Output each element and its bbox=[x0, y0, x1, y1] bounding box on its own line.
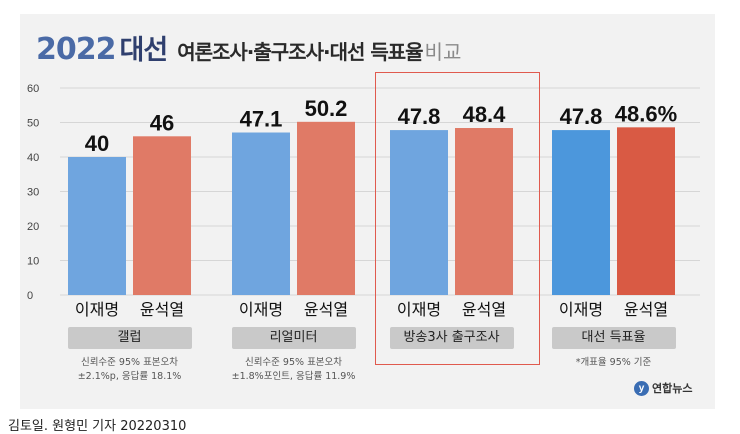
source-note-line: ±2.1%p, 응답률 18.1% bbox=[77, 371, 182, 382]
y-tick-label: 60 bbox=[27, 83, 39, 95]
y-tick-label: 20 bbox=[27, 221, 39, 233]
bar bbox=[390, 130, 448, 295]
source-label: 갤럽 bbox=[67, 327, 192, 349]
author-credit: 김토일. 원형민 기자 20220310 bbox=[8, 419, 187, 434]
chart-title: 2022 대선 여론조사·출구조사·대선 득표율 비교 bbox=[36, 28, 461, 72]
x-tick-label: 이재명 bbox=[559, 300, 603, 319]
bar bbox=[617, 127, 675, 295]
data-label: 47.8 bbox=[398, 104, 441, 129]
data-label: 48.4 bbox=[463, 102, 507, 127]
x-tick-label: 이재명 bbox=[397, 300, 441, 319]
data-label: 40 bbox=[85, 131, 109, 156]
title-subtitle: 여론조사·출구조사·대선 득표율 bbox=[177, 40, 423, 64]
x-tick-label: 이재명 bbox=[75, 300, 119, 319]
x-tick-label: 윤석열 bbox=[624, 300, 668, 319]
title-year: 2022 bbox=[36, 32, 116, 67]
x-tick-label: 윤석열 bbox=[140, 300, 184, 319]
source-note-line: 신뢰수준 95% 표본오차 bbox=[244, 357, 343, 368]
source-label: 리얼미터 bbox=[231, 327, 356, 349]
data-label: 48.6% bbox=[615, 101, 677, 126]
bar bbox=[297, 121, 355, 295]
bar bbox=[232, 132, 290, 295]
bar bbox=[133, 136, 191, 295]
data-label: 46 bbox=[150, 110, 174, 135]
source-note: *개표율 95% 기준 bbox=[539, 356, 689, 370]
y-tick-label: 0 bbox=[27, 290, 33, 302]
source-label: 대선 득표율 bbox=[551, 327, 676, 349]
exit-poll-highlight-box bbox=[375, 72, 540, 365]
x-tick-label: 이재명 bbox=[239, 300, 283, 319]
source-note: 신뢰수준 95% 표본오차 ±2.1%p, 응답률 18.1% bbox=[55, 356, 205, 384]
y-tick-label: 10 bbox=[27, 256, 39, 268]
source-note: 신뢰수준 95% 표본오차 ±1.8%포인트, 응답률 11.9% bbox=[219, 356, 369, 384]
source-note-line: 신뢰수준 95% 표본오차 bbox=[80, 357, 179, 368]
y-tick-label: 40 bbox=[27, 152, 39, 164]
x-tick-label: 윤석열 bbox=[462, 300, 506, 319]
data-label: 47.1 bbox=[240, 107, 283, 132]
bar bbox=[455, 128, 513, 295]
yonhap-logo-icon: y bbox=[634, 380, 649, 396]
bar bbox=[68, 157, 126, 295]
data-label: 50.2 bbox=[305, 96, 348, 121]
y-tick-label: 30 bbox=[27, 187, 39, 199]
x-tick-label: 윤석열 bbox=[304, 300, 348, 319]
source-note-line: *개표율 95% 기준 bbox=[575, 357, 652, 368]
yonhap-logo: y 연합뉴스 bbox=[634, 380, 692, 396]
data-label: 47.8 bbox=[560, 104, 603, 129]
source-label: 방송3사 출구조사 bbox=[389, 327, 514, 349]
y-tick-label: 50 bbox=[27, 118, 39, 130]
yonhap-logo-text: 연합뉴스 bbox=[652, 382, 693, 395]
source-note-line: ±1.8%포인트, 응답률 11.9% bbox=[231, 371, 356, 382]
bar bbox=[552, 130, 610, 295]
title-main: 대선 bbox=[119, 35, 169, 66]
title-tail: 비교 bbox=[424, 40, 462, 64]
